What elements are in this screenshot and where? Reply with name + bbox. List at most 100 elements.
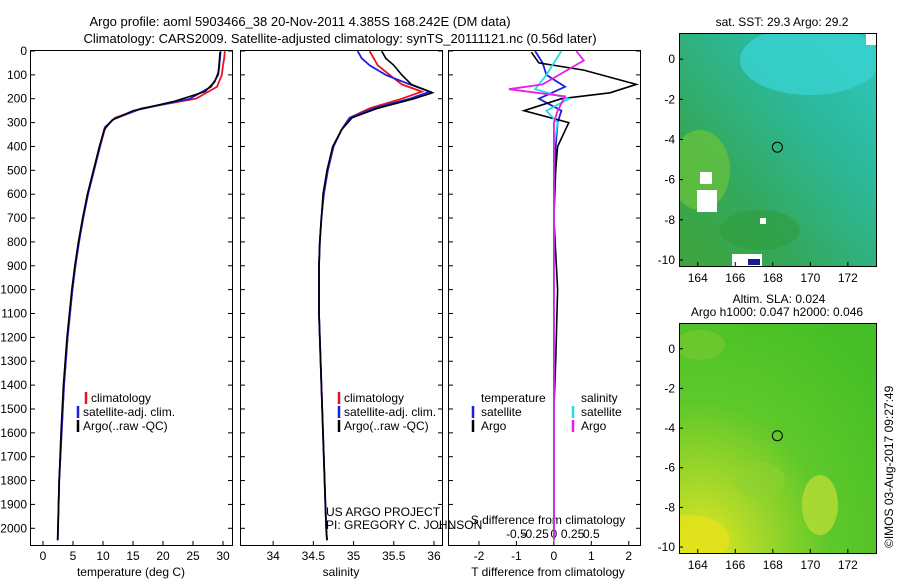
depth-tick-label: 900 <box>7 259 27 273</box>
sla-map: 164 166 168 170 172 0 -2 -4 -6 -8 -10 <box>658 323 877 572</box>
panel-ticks <box>31 50 640 529</box>
depth-tick-label: 800 <box>7 235 27 249</box>
sst-map: 164 166 168 170 172 0 -2 -4 -6 -8 -10 <box>658 33 877 285</box>
depth-tick-label: 100 <box>7 68 27 82</box>
series-salinity-satellite <box>533 50 572 541</box>
pi-credit: PI: GREGORY C. JOHNSON <box>326 518 482 532</box>
series-climatology <box>56 50 226 541</box>
salinity-panel <box>240 50 443 546</box>
map-x-tick-label: 164 <box>688 271 708 285</box>
map-x-tick-label: 166 <box>725 271 745 285</box>
salinity-x-label: salinity <box>323 565 360 579</box>
x-tick-label: 2 <box>625 549 632 563</box>
x-tick-label: 30 <box>216 549 230 563</box>
legend-t-satellite: satellite <box>481 405 522 419</box>
s-diff-tick-label: -0.25 <box>521 527 549 541</box>
map-x-tick-label: 170 <box>800 558 820 572</box>
sst-map-ticks: 164 166 168 170 172 0 -2 -4 -6 -8 -10 <box>658 52 859 285</box>
depth-tick-label: 0 <box>20 44 27 58</box>
salinity-legend: climatology satellite-adj. clim. Argo(..… <box>337 391 436 433</box>
temperature-panel <box>30 50 233 546</box>
legend-header-temperature: temperature <box>481 391 546 405</box>
x-tick-label: 35.5 <box>382 549 406 563</box>
depth-tick-label: 2000 <box>0 521 27 535</box>
legend-argo: Argo(..raw -QC) <box>83 419 168 433</box>
depth-tick-label: 1300 <box>0 354 27 368</box>
series-satellite-adj-clim- <box>318 50 433 541</box>
x-tick-label: 0 <box>551 549 558 563</box>
legend-s-argo: Argo <box>581 419 607 433</box>
series-satellite-adj-clim- <box>56 50 222 541</box>
s-diff-x-label: S difference from climatology <box>471 513 626 527</box>
depth-tick-label: 1600 <box>0 426 27 440</box>
depth-tick-label: 1400 <box>0 378 27 392</box>
imos-stamp: ©IMOS 03-Aug-2017 09:27:49 <box>882 385 896 548</box>
depth-tick-label: 600 <box>7 187 27 201</box>
series-climatology <box>318 50 425 541</box>
depth-tick-label: 1800 <box>0 474 27 488</box>
map-y-tick-label: -4 <box>664 132 675 146</box>
sla-field <box>679 323 876 553</box>
depth-tick-label: 1500 <box>0 402 27 416</box>
depth-tick-label: 300 <box>7 116 27 130</box>
map-y-tick-label: -10 <box>658 540 676 554</box>
depth-tick-label: 1000 <box>0 283 27 297</box>
legend-s-satellite: satellite <box>581 405 622 419</box>
x-tick-label: 36 <box>427 549 441 563</box>
temperature-x-ticks: 0 5 10 15 20 25 30 <box>40 541 230 563</box>
map-x-tick-label: 168 <box>763 558 783 572</box>
series-argo-raw-qc- <box>56 52 221 541</box>
sla-map-ticks: 164 166 168 170 172 0 -2 -4 -6 -8 -10 <box>658 342 859 572</box>
x-tick-label: -1 <box>511 549 522 563</box>
map-y-tick-label: -10 <box>658 253 676 267</box>
depth-axis: 0 100 200 300 400 500 600 700 800 900 1000 1100 1200… <box>0 44 27 535</box>
temperature-legend: climatology satellite-adj. clim. Argo(..… <box>76 391 175 433</box>
legend-satellite: satellite-adj. clim. <box>83 405 175 419</box>
map-y-tick-label: 0 <box>668 342 675 356</box>
float-position-marker <box>771 430 783 442</box>
map-y-tick-label: -4 <box>664 421 675 435</box>
sla-patches <box>679 330 838 553</box>
depth-tick-label: 500 <box>7 163 27 177</box>
series-temperature-argo <box>521 51 640 541</box>
salinity-x-ticks: 34 34.5 35 35.5 36 <box>266 541 441 563</box>
difference-legend: temperature salinity satellite Argo sate… <box>471 391 622 433</box>
difference-profiles <box>508 50 640 541</box>
temperature-x-label: temperature (deg C) <box>77 565 185 579</box>
map-y-tick-label: 0 <box>668 52 675 66</box>
x-tick-label: 20 <box>156 549 170 563</box>
map-y-tick-label: -6 <box>664 173 675 187</box>
s-diff-tick-label: 0.25 <box>561 527 585 541</box>
x-tick-label: 10 <box>96 549 110 563</box>
sla-map-frame <box>679 323 877 554</box>
depth-tick-label: 1900 <box>0 497 27 511</box>
legend-argo: Argo(..raw -QC) <box>344 419 429 433</box>
map-y-tick-label: -6 <box>664 461 675 475</box>
series-temperature-satellite <box>534 50 567 541</box>
sst-map-title: sat. SST: 29.3 Argo: 29.2 <box>716 15 849 29</box>
x-tick-label: -2 <box>474 549 485 563</box>
sla-map-title-2: Argo h1000: 0.047 h2000: 0.046 <box>691 305 863 319</box>
legend-header-salinity: salinity <box>581 391 618 405</box>
header-line2: Climatology: CARS2009. Satellite-adjuste… <box>83 31 596 46</box>
depth-tick-label: 400 <box>7 139 27 153</box>
x-tick-label: 0 <box>40 549 47 563</box>
depth-tick-label: 700 <box>7 211 27 225</box>
map-x-tick-label: 168 <box>763 271 783 285</box>
depth-tick-label: 1700 <box>0 450 27 464</box>
t-diff-x-ticks: -2 -1 0 1 2 <box>474 541 632 563</box>
x-tick-label: 5 <box>70 549 77 563</box>
x-tick-label: 15 <box>126 549 140 563</box>
project-credit: US ARGO PROJECT <box>326 505 441 519</box>
t-diff-x-label: T difference from climatology <box>471 565 625 579</box>
x-tick-label: 34 <box>266 549 280 563</box>
depth-tick-label: 1200 <box>0 330 27 344</box>
map-y-tick-label: -2 <box>664 92 675 106</box>
series-argo-raw-qc- <box>318 50 435 541</box>
map-x-tick-label: 170 <box>800 271 820 285</box>
legend-t-argo: Argo <box>481 419 507 433</box>
temperature-profiles <box>56 50 226 541</box>
map-y-tick-label: -2 <box>664 381 675 395</box>
depth-tick-label: 200 <box>7 92 27 106</box>
